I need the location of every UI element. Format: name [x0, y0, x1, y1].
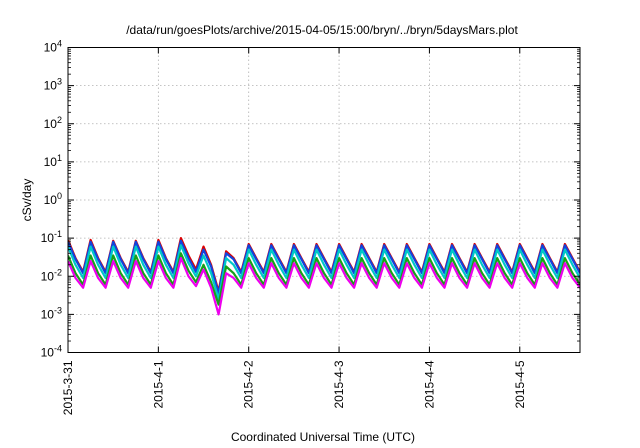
y-tick-label: 10-2	[41, 267, 62, 283]
x-tick-label: 2015-4-3	[332, 360, 346, 408]
y-tick-label: 102	[44, 115, 62, 131]
y-tick-label: 10-1	[41, 229, 62, 245]
x-tick-label: 2015-4-4	[422, 360, 436, 408]
y-axis-title: cSv/day	[20, 179, 34, 222]
y-tick-label: 103	[44, 77, 62, 93]
chart-title: /data/run/goesPlots/archive/2015-04-05/1…	[126, 23, 518, 37]
series-group	[68, 237, 580, 316]
x-tick-label: 2015-4-2	[242, 360, 256, 408]
x-tick-label: 2015-3-31	[61, 360, 75, 415]
x-axis-title: Coordinated Universal Time (UTC)	[231, 430, 415, 444]
series-line-2	[68, 239, 580, 295]
y-axis: 10-4 10-3 10-2 10-1 100 101 102 103 104	[41, 39, 580, 360]
series-line-5	[68, 257, 580, 316]
series-line-3	[68, 244, 580, 301]
y-tick-label: 104	[44, 39, 62, 55]
x-axis: 2015-3-31 2015-4-1 2015-4-2 2015-4-3 2015-4-…	[61, 47, 527, 415]
y-tick-label: 101	[44, 153, 62, 169]
y-tick-label: 100	[44, 191, 62, 207]
x-tick-label: 2015-4-1	[151, 360, 165, 408]
y-tick-label: 10-4	[41, 344, 62, 360]
y-tick-label: 10-3	[41, 305, 62, 321]
x-tick-label: 2015-4-5	[513, 360, 527, 408]
